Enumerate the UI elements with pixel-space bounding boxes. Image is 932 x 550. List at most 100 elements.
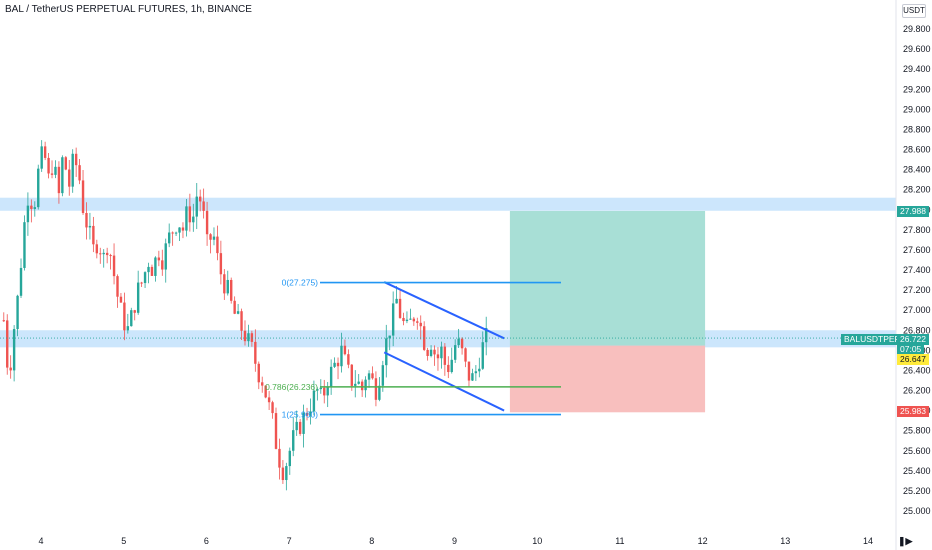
price-tick-label: 25.200 — [903, 486, 931, 496]
candle-body — [429, 349, 433, 356]
time-axis[interactable]: 4 5 6 7 8 9 10 11 12 13 14 — [38, 536, 873, 546]
candle-body — [219, 253, 223, 275]
candle-body — [240, 311, 243, 331]
candle-body — [433, 349, 436, 355]
candle-body — [409, 318, 412, 320]
candle-body — [202, 201, 205, 211]
candle-body — [9, 367, 12, 371]
candle-body — [50, 173, 54, 175]
fib-level-label: 0.786(26.236) — [265, 382, 318, 392]
candle-body — [212, 236, 216, 240]
candle-body — [261, 382, 264, 386]
candle-body — [85, 212, 88, 228]
candle-body — [154, 257, 157, 276]
candle-body — [305, 412, 309, 416]
candle-body — [26, 205, 30, 223]
candle-body — [37, 168, 40, 208]
candle-body — [47, 157, 50, 174]
candle-body — [171, 232, 174, 234]
candle-body — [64, 157, 68, 170]
candle-body — [195, 196, 198, 217]
price-tick-label: 27.400 — [903, 265, 931, 275]
candle-body — [288, 450, 291, 467]
candle-body — [292, 430, 295, 451]
candle-body — [350, 364, 354, 386]
candle-body — [74, 153, 78, 166]
candle-body — [23, 222, 26, 268]
candle-body — [61, 157, 64, 194]
candle-body — [102, 252, 105, 255]
time-tick-label: 12 — [698, 536, 708, 546]
price-tick-label: 26.400 — [903, 365, 931, 375]
candle-body — [378, 385, 381, 400]
time-tick-label: 5 — [121, 536, 126, 546]
candle-body — [422, 326, 426, 350]
candle-body — [450, 359, 453, 373]
stop-price-badge: 25.983 — [897, 406, 929, 417]
candle-body — [460, 338, 464, 349]
candle-body — [226, 279, 229, 294]
candle-body — [236, 311, 240, 314]
time-tick-label: 11 — [615, 536, 624, 546]
candle-body — [105, 252, 109, 256]
long-position-tool[interactable] — [509, 210, 706, 413]
target-zone — [509, 210, 706, 346]
candle-body — [71, 153, 74, 187]
candle-body — [185, 206, 188, 231]
zone-layer — [0, 197, 896, 348]
target-price-badge: 27.988 — [897, 206, 929, 217]
candle-body — [230, 279, 233, 301]
candle-body — [2, 320, 5, 322]
tradingview-logo-icon[interactable]: ❚▶ — [898, 536, 913, 546]
candle-body — [43, 146, 47, 158]
last-price-badge: 26.722 — [897, 334, 929, 345]
drawing-layer[interactable]: 0(27.275) 0.786(26.236) 1(25.960) — [0, 278, 896, 420]
candle-body — [109, 255, 112, 257]
candle-body — [374, 378, 378, 400]
candle-body — [216, 236, 219, 254]
candle-body — [402, 317, 405, 322]
candle-body — [281, 467, 285, 481]
candle-body — [81, 180, 85, 213]
time-tick-label: 4 — [38, 536, 43, 546]
candle-body — [254, 341, 257, 364]
price-tick-label: 27.000 — [903, 305, 931, 315]
candle-body — [319, 387, 323, 390]
candle-body — [278, 448, 281, 468]
price-axis[interactable]: 25.00025.20025.40025.60025.80026.00026.2… — [895, 0, 931, 550]
candle-body — [130, 310, 133, 327]
candle-body — [405, 319, 409, 322]
candle-body — [464, 348, 467, 362]
price-tick-label: 26.800 — [903, 325, 931, 335]
candle-body — [99, 253, 102, 255]
candle-body — [340, 345, 343, 367]
candle-body — [243, 330, 247, 342]
price-tick-label: 29.400 — [903, 64, 931, 74]
candle-body — [416, 321, 419, 323]
candle-body — [388, 335, 391, 339]
candle-body — [133, 310, 136, 313]
candle-body — [385, 338, 388, 366]
candle-body — [92, 225, 95, 245]
candle-body — [140, 282, 143, 284]
candle-body — [181, 227, 185, 231]
price-tick-label: 27.200 — [903, 285, 931, 295]
candles — [2, 140, 488, 491]
chart-title: BAL / TetherUS PERPETUAL FUTURES, 1h, BI… — [5, 4, 252, 15]
price-tick-label: 29.000 — [903, 104, 931, 114]
candle-body — [143, 272, 147, 284]
candle-body — [123, 302, 126, 331]
candle-body — [95, 244, 99, 254]
candle-body — [381, 365, 385, 386]
candle-body — [316, 389, 319, 391]
price-tick-label: 25.000 — [903, 506, 931, 516]
candle-body — [150, 266, 154, 276]
stop-zone — [509, 345, 706, 413]
candle-body — [126, 326, 130, 331]
candle-body — [112, 255, 116, 277]
currency-button[interactable]: USDT — [902, 4, 926, 18]
candle-body — [274, 413, 278, 449]
price-tick-label: 27.600 — [903, 245, 931, 255]
symbol-badge: BALUSDTPERP — [841, 334, 910, 345]
